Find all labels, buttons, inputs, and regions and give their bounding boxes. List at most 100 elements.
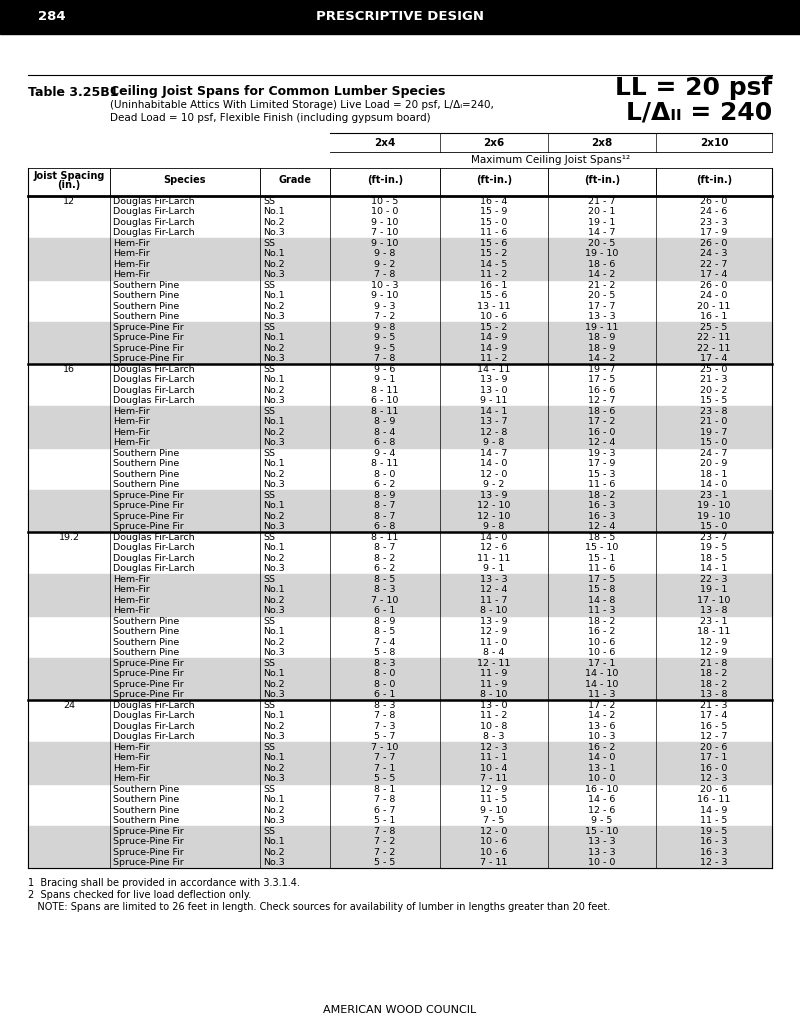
Bar (28, 605, 772, 616)
Text: 15 - 10: 15 - 10 (586, 544, 618, 552)
Text: Douglas Fir-Larch: Douglas Fir-Larch (113, 228, 194, 238)
Text: 11 - 6: 11 - 6 (588, 564, 616, 573)
Text: 16 - 6: 16 - 6 (588, 386, 616, 394)
Text: 10 - 5: 10 - 5 (371, 197, 398, 206)
Text: 23 - 8: 23 - 8 (700, 407, 728, 416)
Text: 19 - 7: 19 - 7 (588, 365, 616, 374)
Text: 7 - 8: 7 - 8 (374, 796, 396, 804)
Text: 12 - 4: 12 - 4 (588, 522, 616, 531)
Text: 17 - 2: 17 - 2 (588, 700, 616, 710)
Text: Hem-Fir: Hem-Fir (113, 249, 150, 258)
Text: No.1: No.1 (263, 502, 285, 510)
Text: 18 - 9: 18 - 9 (588, 344, 616, 352)
Text: 13 - 6: 13 - 6 (588, 722, 616, 731)
Text: 17 - 5: 17 - 5 (588, 574, 616, 584)
Text: 14 - 1: 14 - 1 (480, 407, 508, 416)
Text: 19 - 10: 19 - 10 (698, 512, 730, 521)
Text: NOTE: Spans are limited to 26 feet in length. Check sources for availability of : NOTE: Spans are limited to 26 feet in le… (28, 902, 610, 912)
Text: 10 - 3: 10 - 3 (371, 281, 398, 290)
Text: Spruce-Pine Fir: Spruce-Pine Fir (113, 333, 184, 342)
Text: 12 - 6: 12 - 6 (480, 544, 508, 552)
Text: 21 - 7: 21 - 7 (588, 197, 616, 206)
Text: 19 - 10: 19 - 10 (698, 502, 730, 510)
Text: Spruce-Pine Fir: Spruce-Pine Fir (113, 858, 184, 867)
Text: 5 - 5: 5 - 5 (374, 858, 396, 867)
Text: Southern Pine: Southern Pine (113, 449, 179, 458)
Text: 7 - 10: 7 - 10 (371, 228, 398, 238)
Bar (28, 343, 772, 353)
Text: No.2: No.2 (263, 554, 285, 563)
Text: 12 - 6: 12 - 6 (588, 806, 616, 815)
Text: Douglas Fir-Larch: Douglas Fir-Larch (113, 700, 194, 710)
Text: 8 - 7: 8 - 7 (374, 544, 396, 552)
Text: Southern Pine: Southern Pine (113, 806, 179, 815)
Text: 18 - 11: 18 - 11 (698, 628, 730, 636)
Text: 10 - 0: 10 - 0 (588, 858, 616, 867)
Text: 5 - 8: 5 - 8 (374, 648, 396, 657)
Text: 23 - 1: 23 - 1 (700, 490, 728, 500)
Text: 11 - 0: 11 - 0 (480, 638, 508, 647)
Text: 14 - 8: 14 - 8 (588, 596, 616, 605)
Text: 7 - 3: 7 - 3 (374, 722, 396, 731)
Text: 15 - 3: 15 - 3 (588, 470, 616, 479)
Text: Southern Pine: Southern Pine (113, 459, 179, 468)
Text: No.3: No.3 (263, 438, 285, 447)
Bar (28, 353, 772, 364)
Text: No.1: No.1 (263, 754, 285, 762)
Text: 16 - 3: 16 - 3 (700, 838, 728, 846)
Text: No.2: No.2 (263, 428, 285, 437)
Bar (28, 511, 772, 521)
Text: 8 - 4: 8 - 4 (483, 648, 505, 657)
Text: 21 - 3: 21 - 3 (700, 700, 728, 710)
Text: 11 - 5: 11 - 5 (700, 816, 728, 825)
Text: No.2: No.2 (263, 806, 285, 815)
Text: No.2: No.2 (263, 470, 285, 479)
Text: 17 - 4: 17 - 4 (700, 354, 728, 364)
Text: Southern Pine: Southern Pine (113, 816, 179, 825)
Text: Table 3.25B1: Table 3.25B1 (28, 85, 118, 98)
Text: 26 - 0: 26 - 0 (700, 239, 728, 248)
Text: Spruce-Pine Fir: Spruce-Pine Fir (113, 658, 184, 668)
Text: 23 - 7: 23 - 7 (700, 532, 728, 542)
Text: 2x4: 2x4 (374, 138, 396, 148)
Bar (28, 742, 772, 753)
Text: (ft-in.): (ft-in.) (367, 175, 403, 185)
Text: 22 - 11: 22 - 11 (698, 333, 730, 342)
Text: 5 - 5: 5 - 5 (374, 774, 396, 783)
Text: 13 - 3: 13 - 3 (480, 574, 508, 584)
Text: 18 - 9: 18 - 9 (588, 333, 616, 342)
Text: 10 - 6: 10 - 6 (480, 838, 508, 846)
Text: SS: SS (263, 239, 275, 248)
Text: Southern Pine: Southern Pine (113, 648, 179, 657)
Text: Hem-Fir: Hem-Fir (113, 574, 150, 584)
Text: 12 - 3: 12 - 3 (480, 742, 508, 752)
Text: SS: SS (263, 784, 275, 794)
Bar (28, 773, 772, 784)
Text: 24 - 6: 24 - 6 (700, 207, 728, 216)
Text: 9 - 10: 9 - 10 (371, 291, 398, 300)
Text: 8 - 11: 8 - 11 (371, 386, 398, 394)
Text: 18 - 2: 18 - 2 (588, 490, 616, 500)
Text: Douglas Fir-Larch: Douglas Fir-Larch (113, 365, 194, 374)
Text: Douglas Fir-Larch: Douglas Fir-Larch (113, 722, 194, 731)
Bar (28, 490, 772, 501)
Text: 14 - 6: 14 - 6 (588, 796, 616, 804)
Text: 9 - 8: 9 - 8 (374, 249, 396, 258)
Text: No.1: No.1 (263, 796, 285, 804)
Text: Maximum Ceiling Joist Spans¹²: Maximum Ceiling Joist Spans¹² (471, 155, 630, 165)
Text: 8 - 3: 8 - 3 (483, 732, 505, 741)
Text: 9 - 1: 9 - 1 (374, 375, 396, 384)
Text: 19 - 5: 19 - 5 (700, 826, 728, 836)
Text: 9 - 10: 9 - 10 (371, 239, 398, 248)
Text: No.3: No.3 (263, 858, 285, 867)
Text: Hem-Fir: Hem-Fir (113, 606, 150, 615)
Text: SS: SS (263, 574, 275, 584)
Text: 12 - 9: 12 - 9 (700, 638, 728, 647)
Text: 7 - 8: 7 - 8 (374, 712, 396, 720)
Text: 9 - 2: 9 - 2 (374, 260, 396, 268)
Text: Spruce-Pine Fir: Spruce-Pine Fir (113, 502, 184, 510)
Text: 5 - 1: 5 - 1 (374, 816, 396, 825)
Text: No.1: No.1 (263, 712, 285, 720)
Text: Spruce-Pine Fir: Spruce-Pine Fir (113, 323, 184, 332)
Text: Southern Pine: Southern Pine (113, 796, 179, 804)
